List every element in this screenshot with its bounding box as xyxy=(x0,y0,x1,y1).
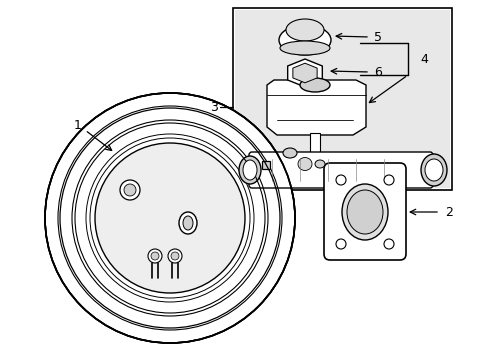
Circle shape xyxy=(168,249,182,263)
Ellipse shape xyxy=(262,160,278,170)
Ellipse shape xyxy=(45,93,294,343)
Bar xyxy=(327,158,341,170)
Ellipse shape xyxy=(283,148,296,158)
Text: 1: 1 xyxy=(74,118,82,131)
Ellipse shape xyxy=(297,158,311,171)
Text: 6: 6 xyxy=(373,66,381,78)
Polygon shape xyxy=(292,63,317,83)
Circle shape xyxy=(335,239,346,249)
Ellipse shape xyxy=(280,41,329,55)
Circle shape xyxy=(335,175,346,185)
Ellipse shape xyxy=(346,190,382,234)
Ellipse shape xyxy=(95,143,244,293)
Bar xyxy=(309,133,319,153)
Circle shape xyxy=(383,175,393,185)
Ellipse shape xyxy=(314,160,325,168)
Ellipse shape xyxy=(243,160,257,180)
Text: 4: 4 xyxy=(419,53,427,66)
Ellipse shape xyxy=(285,19,324,41)
Ellipse shape xyxy=(294,155,314,173)
Ellipse shape xyxy=(279,25,330,55)
Bar xyxy=(232,8,451,190)
Circle shape xyxy=(120,180,140,200)
Bar xyxy=(235,10,449,188)
Text: 5: 5 xyxy=(373,31,381,44)
Text: 3: 3 xyxy=(210,100,218,113)
Circle shape xyxy=(383,239,393,249)
Circle shape xyxy=(124,184,136,196)
Circle shape xyxy=(148,249,162,263)
FancyBboxPatch shape xyxy=(324,163,405,260)
Ellipse shape xyxy=(299,78,329,92)
Polygon shape xyxy=(266,80,365,135)
FancyBboxPatch shape xyxy=(248,152,432,188)
Ellipse shape xyxy=(179,212,197,234)
Polygon shape xyxy=(287,59,322,87)
Text: 2: 2 xyxy=(444,206,452,219)
Ellipse shape xyxy=(183,216,193,230)
Ellipse shape xyxy=(239,156,261,184)
Bar xyxy=(262,161,269,169)
Ellipse shape xyxy=(341,184,387,240)
Circle shape xyxy=(151,252,159,260)
Ellipse shape xyxy=(424,159,442,181)
Ellipse shape xyxy=(420,154,446,186)
Circle shape xyxy=(171,252,179,260)
